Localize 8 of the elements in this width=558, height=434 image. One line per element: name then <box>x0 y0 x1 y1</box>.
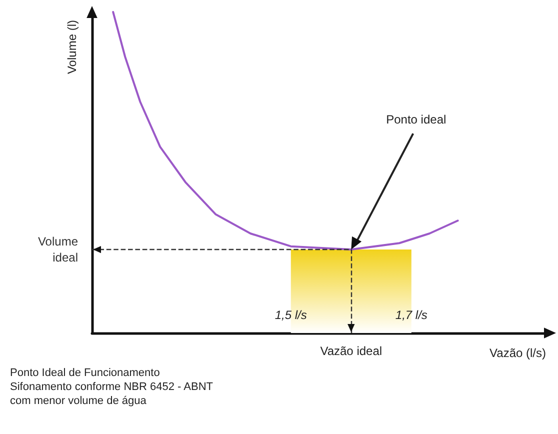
y-axis-title: Volume (l) <box>65 20 79 74</box>
ref-line-label: Vazão ideal <box>320 344 382 358</box>
annotation: Ponto ideal <box>386 112 446 127</box>
ref-line-label: Volume ideal <box>38 234 78 265</box>
x-axis-title: Vazão (l/s) <box>490 346 546 360</box>
x-tick-label: 1,5 l/s <box>274 308 307 322</box>
text: Ponto Ideal de Funcionamento Sifonamento conforme NBR 6452 - ABNT com menor volume de água <box>10 367 214 407</box>
x-tick-label: 1,7 l/s <box>395 308 428 322</box>
